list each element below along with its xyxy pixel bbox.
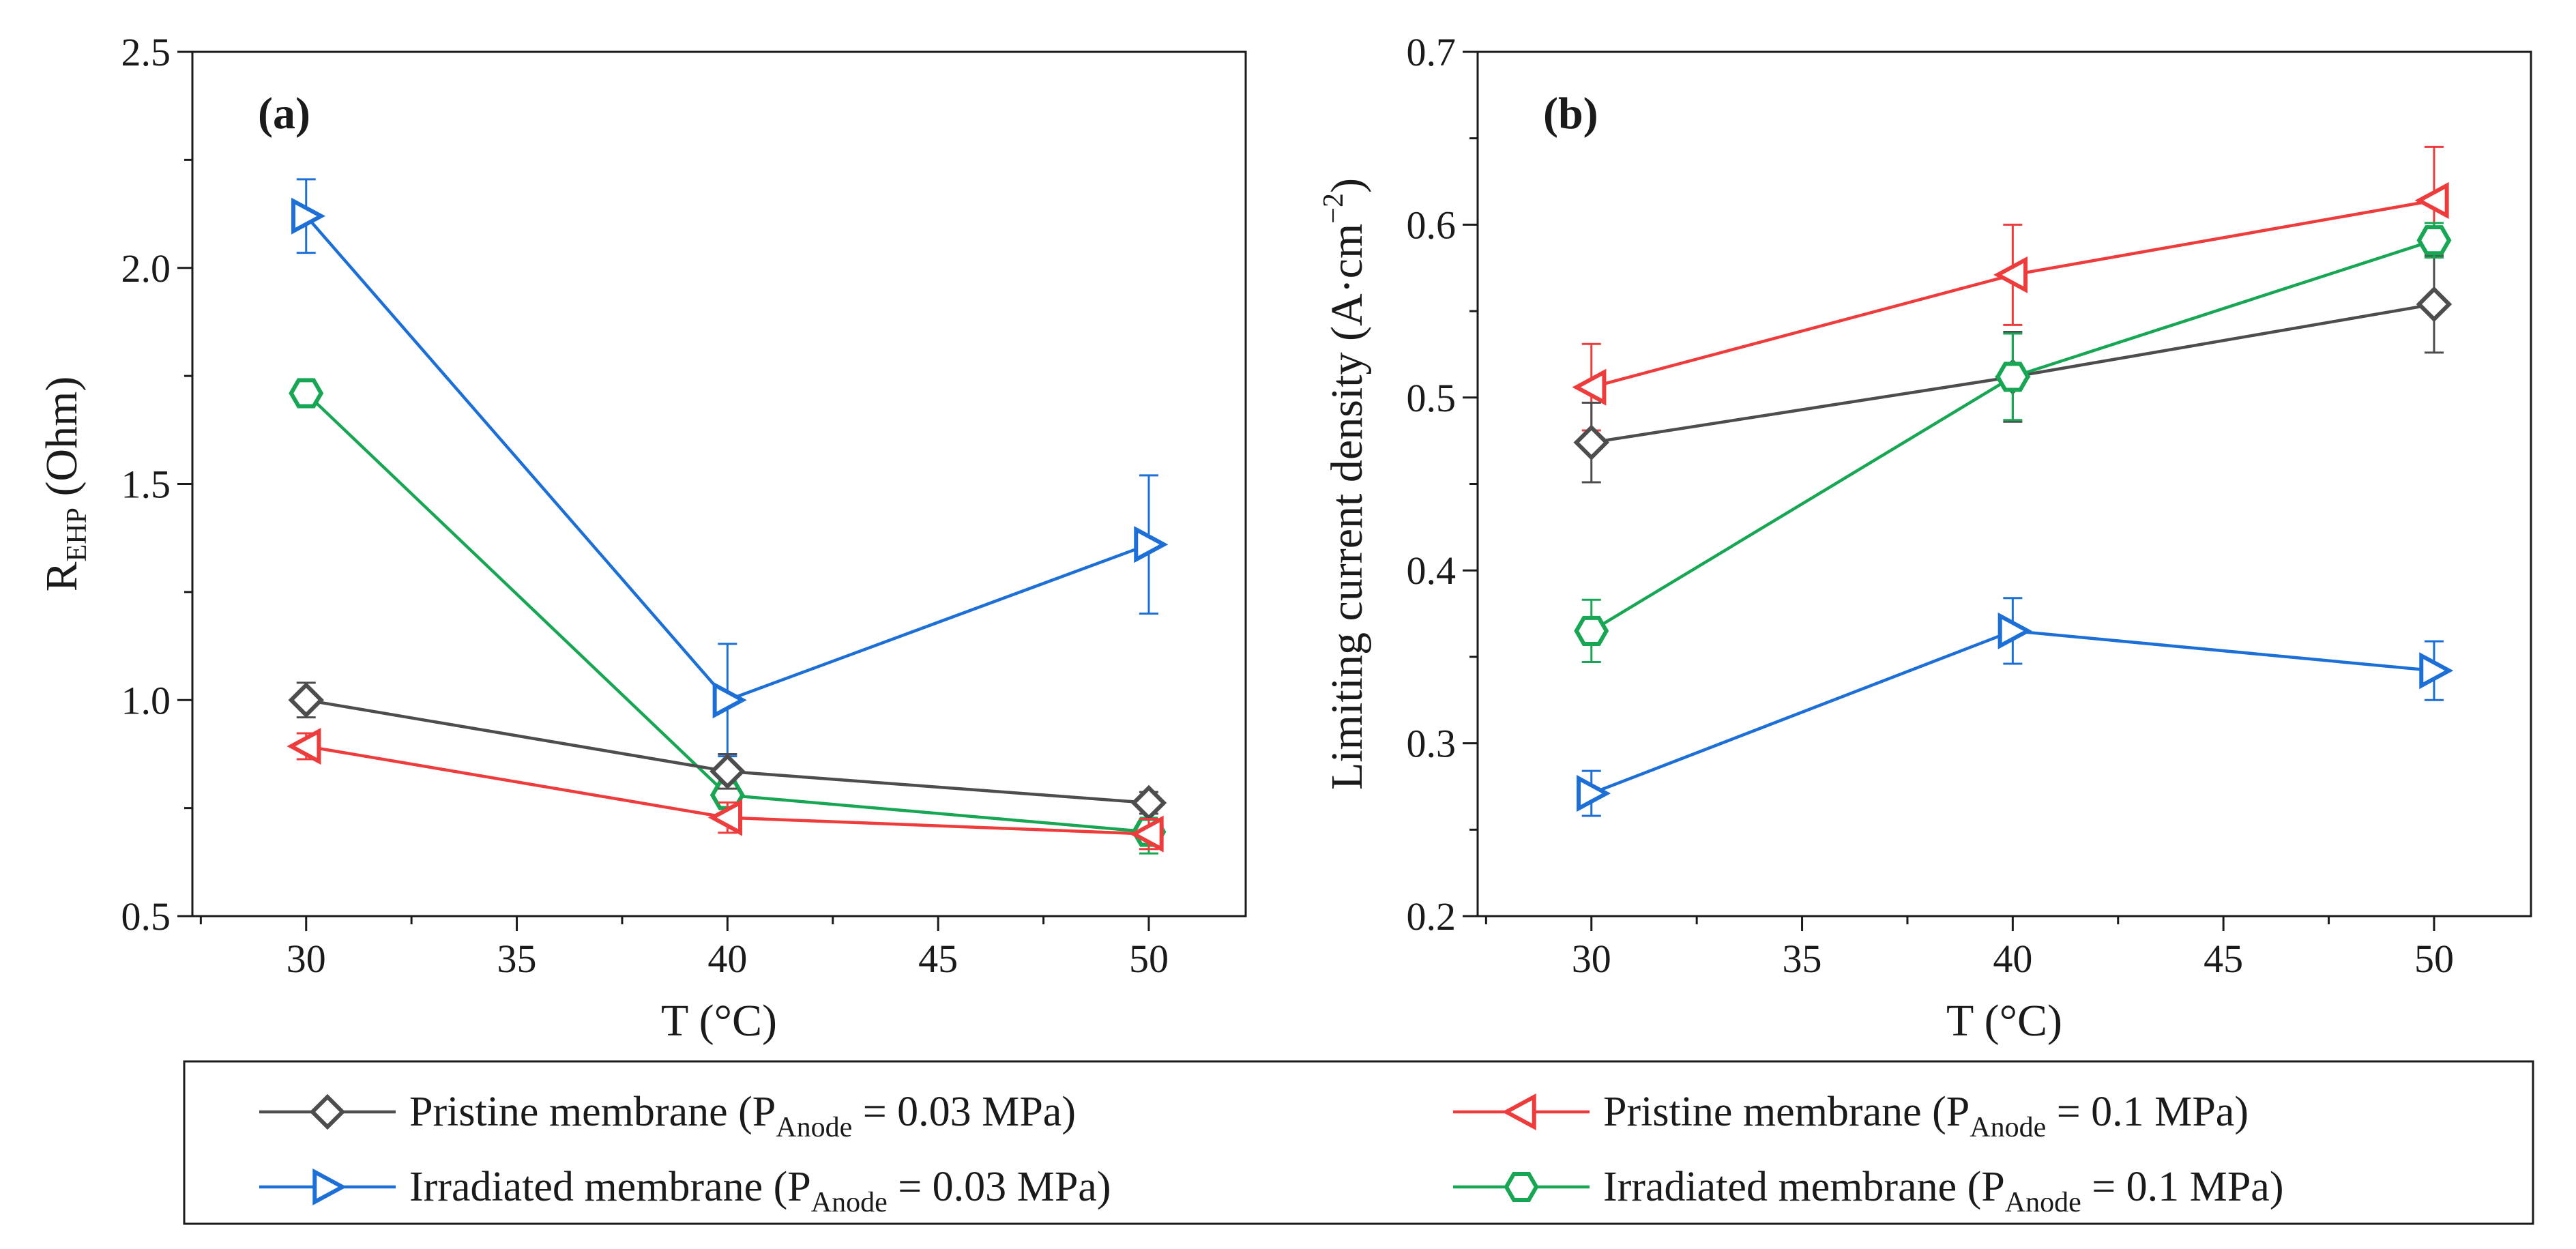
legend-label-pristine_003: Pristine membrane (PAnode = 0.03 MPa) [409, 1089, 1076, 1143]
data-point-pristine_003 [2416, 286, 2453, 323]
x-tick-label: 30 [287, 937, 326, 981]
y-tick-label: 0.5 [1407, 376, 1457, 420]
legend-label-pristine_01: Pristine membrane (PAnode = 0.1 MPa) [1603, 1089, 2249, 1143]
y-axis-title-subscript: EHP [61, 508, 93, 561]
data-point-irradiated_003 [1997, 612, 2032, 649]
x-tick-label: 35 [1783, 937, 1822, 981]
data-point-pristine_01 [708, 799, 743, 836]
panel-b-frame [1476, 50, 2532, 917]
data-point-irradiated_01 [1574, 615, 1609, 646]
x-tick-label: 35 [497, 937, 537, 981]
y-axis-title-main: Limiting current density (A·cm [1322, 224, 1372, 790]
x-tick-label: 40 [1993, 937, 2032, 981]
y-axis-title-unit: (Ohm) [37, 377, 87, 508]
series-pristine_01 [287, 727, 1164, 853]
panel-label: (a) [258, 89, 310, 138]
x-tick-label: 45 [918, 937, 958, 981]
legend-label-suffix: = 0.1 MPa) [2046, 1089, 2249, 1135]
legend-label-prefix: Pristine membrane (P [409, 1089, 776, 1135]
legend-label-subscript: Anode [2005, 1187, 2081, 1218]
legend-label-prefix: Pristine membrane (P [1603, 1089, 1970, 1135]
y-axis-title-main: R [37, 561, 87, 591]
legend: Pristine membrane (PAnode = 0.03 MPa) Pri… [183, 1060, 2534, 1225]
legend-marker-pristine_01 [1502, 1093, 1536, 1131]
x-axis-title: T (°C) [1946, 996, 2062, 1046]
panel-a-chart: 30 35 40 45 50 0.5 1.0 1.5 2.0 2.5 T (°C) REHP (Ohm… [37, 30, 1247, 1046]
legend-marker-irradiated_01 [1504, 1171, 1539, 1203]
panel-label: (b) [1543, 89, 1598, 138]
y-tick-label: 1.0 [121, 678, 171, 722]
panel-b-chart: 30 35 40 45 50 0.2 0.3 0.4 0.5 0.6 0.7 T (°C) Limiti… [1318, 30, 2532, 1046]
y-tick-label: 0.5 [121, 894, 171, 939]
y-axis-title-unit: ) [1322, 178, 1372, 193]
data-point-irradiated_003 [291, 197, 326, 235]
legend-label-suffix: = 0.1 MPa) [2081, 1164, 2284, 1210]
series-pristine_003 [288, 681, 1167, 821]
legend-marker-pristine_003 [309, 1093, 346, 1130]
x-tick-label: 45 [2204, 937, 2243, 981]
data-point-pristine_003 [288, 682, 324, 718]
x-axis-title: T (°C) [661, 996, 777, 1046]
series-line-irradiated_003 [305, 215, 1150, 702]
legend-label-prefix: Irradiated membrane (P [1603, 1164, 2005, 1210]
y-axis-title: REHP (Ohm) [37, 377, 93, 592]
data-point-irradiated_01 [289, 378, 324, 409]
legend-label-irradiated_01: Irradiated membrane (PAnode = 0.1 MPa) [1603, 1164, 2283, 1218]
series-irradiated_003 [1577, 597, 2454, 817]
data-point-pristine_01 [2414, 181, 2449, 219]
y-tick-label: 0.4 [1407, 548, 1457, 593]
x-tick-label: 30 [1572, 937, 1611, 981]
data-point-pristine_01 [1572, 368, 1607, 406]
data-point-irradiated_01 [1995, 362, 2030, 392]
data-point-pristine_003 [1573, 424, 1609, 460]
data-point-irradiated_003 [1134, 526, 1169, 563]
data-point-pristine_003 [709, 753, 746, 790]
legend-label-prefix: Irradiated membrane (P [409, 1164, 811, 1210]
data-point-irradiated_003 [1577, 775, 1611, 812]
legend-marker-irradiated_003 [312, 1168, 347, 1206]
series-pristine_01 [1572, 145, 2449, 432]
x-tick-label: 50 [1129, 937, 1169, 981]
series-irradiated_003 [291, 178, 1169, 758]
data-point-pristine_003 [1130, 784, 1167, 821]
y-tick-label: 2.0 [121, 246, 171, 291]
x-tick-label: 50 [2414, 937, 2454, 981]
data-point-irradiated_003 [712, 681, 747, 719]
legend-label-suffix: = 0.03 MPa) [852, 1089, 1076, 1135]
data-point-irradiated_003 [2419, 652, 2454, 690]
legend-label-subscript: Anode [776, 1112, 852, 1143]
legend-label-subscript: Anode [1970, 1112, 2046, 1143]
y-axis-title-superscript: −2 [1318, 193, 1349, 224]
data-point-pristine_01 [1129, 815, 1164, 853]
data-point-pristine_01 [287, 727, 321, 765]
series-irradiated_01 [1574, 222, 2452, 664]
y-tick-label: 1.5 [121, 462, 171, 507]
y-tick-label: 2.5 [121, 30, 171, 74]
y-tick-label: 0.7 [1407, 30, 1457, 74]
data-point-irradiated_01 [2416, 225, 2452, 256]
y-tick-label: 0.6 [1407, 203, 1457, 247]
y-axis-title: Limiting current density (A·cm−2) [1318, 178, 1372, 790]
legend-frame [183, 1060, 2534, 1225]
legend-label-suffix: = 0.03 MPa) [888, 1164, 1111, 1210]
data-point-pristine_01 [1993, 256, 2028, 293]
y-tick-label: 0.3 [1407, 722, 1457, 766]
x-tick-label: 40 [707, 937, 747, 981]
legend-label-irradiated_003: Irradiated membrane (PAnode = 0.03 MPa) [409, 1164, 1111, 1218]
legend-label-subscript: Anode [811, 1187, 888, 1218]
y-tick-label: 0.2 [1407, 894, 1457, 939]
